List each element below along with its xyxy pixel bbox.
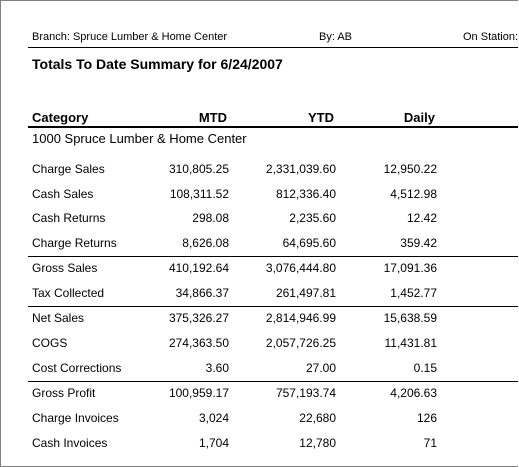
- row-ytd: 812,336.40: [275, 187, 336, 201]
- row-mtd: 310,805.25: [168, 162, 229, 176]
- row-daily: 17,091.36: [383, 261, 437, 275]
- row-daily: 359.42: [400, 236, 437, 250]
- column-header-ytd: YTD: [308, 110, 334, 125]
- station-header: On Station:: [463, 31, 518, 43]
- row-category: Gross Sales: [32, 261, 98, 275]
- row-ytd: 3,076,444.80: [265, 261, 336, 275]
- row-ytd: 27.00: [305, 361, 336, 375]
- row-category: Tax Collected: [32, 286, 105, 300]
- row-category: Charge Sales: [32, 162, 105, 176]
- branch-group-label: 1000 Spruce Lumber & Home Center: [32, 131, 247, 146]
- column-header-mtd: MTD: [198, 110, 227, 125]
- row-daily: 11,431.81: [384, 336, 438, 350]
- row-category: Gross Profit: [32, 386, 96, 400]
- table-row: Cash Invoices 1,704 12,780 71: [1, 436, 518, 461]
- table-row: Charge Returns 8,626.08 64,695.60 359.42: [1, 236, 518, 261]
- column-header-divider: [28, 126, 518, 128]
- row-category: Cash Sales: [32, 187, 94, 201]
- row-category: Cost Corrections: [32, 361, 122, 375]
- table-row: Gross Profit 100,959.17 757,193.74 4,206…: [1, 381, 518, 411]
- header-divider: [28, 47, 518, 48]
- table-row: Tax Collected 34,866.37 261,497.81 1,452…: [1, 286, 518, 311]
- row-category: COGS: [32, 336, 68, 350]
- table-row: Charge Invoices 3,024 22,680 126: [1, 411, 518, 436]
- row-mtd: 3.60: [205, 361, 229, 375]
- row-mtd: 34,866.37: [175, 286, 229, 300]
- row-mtd: 100,959.17: [168, 386, 229, 400]
- table-row: Cash Returns 298.08 2,235.60 12.42: [1, 211, 518, 236]
- row-ytd: 12,780: [299, 436, 336, 450]
- by-header: By: AB: [319, 31, 353, 43]
- row-mtd: 108,311.52: [169, 187, 229, 201]
- row-ytd: 2,331,039.60: [265, 162, 336, 176]
- row-daily: 4,512.98: [390, 187, 437, 201]
- row-mtd: 8,626.08: [182, 236, 229, 250]
- row-mtd: 298.08: [192, 211, 229, 225]
- row-mtd: 274,363.50: [168, 336, 229, 350]
- row-ytd: 64,695.60: [282, 236, 336, 250]
- row-ytd: 22,680: [299, 411, 336, 425]
- row-category: Charge Invoices: [32, 411, 119, 425]
- row-mtd: 1,704: [198, 436, 229, 450]
- column-header-daily: Daily: [403, 110, 435, 125]
- row-ytd: 757,193.74: [275, 386, 336, 400]
- table-row: Gross Sales 410,192.64 3,076,444.80 17,0…: [1, 256, 518, 286]
- row-mtd: 3,024: [198, 411, 229, 425]
- row-daily: 12.42: [406, 211, 437, 225]
- table-row: Cash Sales 108,311.52 812,336.40 4,512.9…: [1, 187, 518, 212]
- row-category: Cash Invoices: [32, 436, 108, 450]
- row-daily: 71: [423, 436, 437, 450]
- row-daily: 12,950.22: [383, 162, 437, 176]
- row-category: Charge Returns: [32, 236, 117, 250]
- table-row: Cost Corrections 3.60 27.00 0.15: [1, 361, 518, 386]
- row-category: Net Sales: [32, 311, 85, 325]
- row-ytd: 261,497.81: [275, 286, 336, 300]
- row-category: Cash Returns: [32, 211, 106, 225]
- row-daily: 1,452.77: [390, 286, 437, 300]
- row-ytd: 2,057,726.25: [265, 336, 336, 350]
- report-title: Totals To Date Summary for 6/24/2007: [32, 56, 283, 72]
- column-header-category: Category: [32, 110, 89, 125]
- row-daily: 15,638.59: [383, 311, 437, 325]
- row-daily: 0.15: [413, 361, 437, 375]
- row-mtd: 375,326.27: [168, 311, 229, 325]
- row-ytd: 2,814,946.99: [265, 311, 336, 325]
- row-mtd: 410,192.64: [168, 261, 229, 275]
- table-row: Charge Sales 310,805.25 2,331,039.60 12,…: [1, 162, 518, 187]
- table-row: Net Sales 375,326.27 2,814,946.99 15,638…: [1, 306, 518, 336]
- branch-header: Branch: Spruce Lumber & Home Center: [32, 31, 228, 43]
- row-ytd: 2,235.60: [289, 211, 336, 225]
- row-daily: 126: [416, 411, 437, 425]
- table-row: COGS 274,363.50 2,057,726.25 11,431.81: [1, 336, 518, 361]
- row-daily: 4,206.63: [390, 386, 437, 400]
